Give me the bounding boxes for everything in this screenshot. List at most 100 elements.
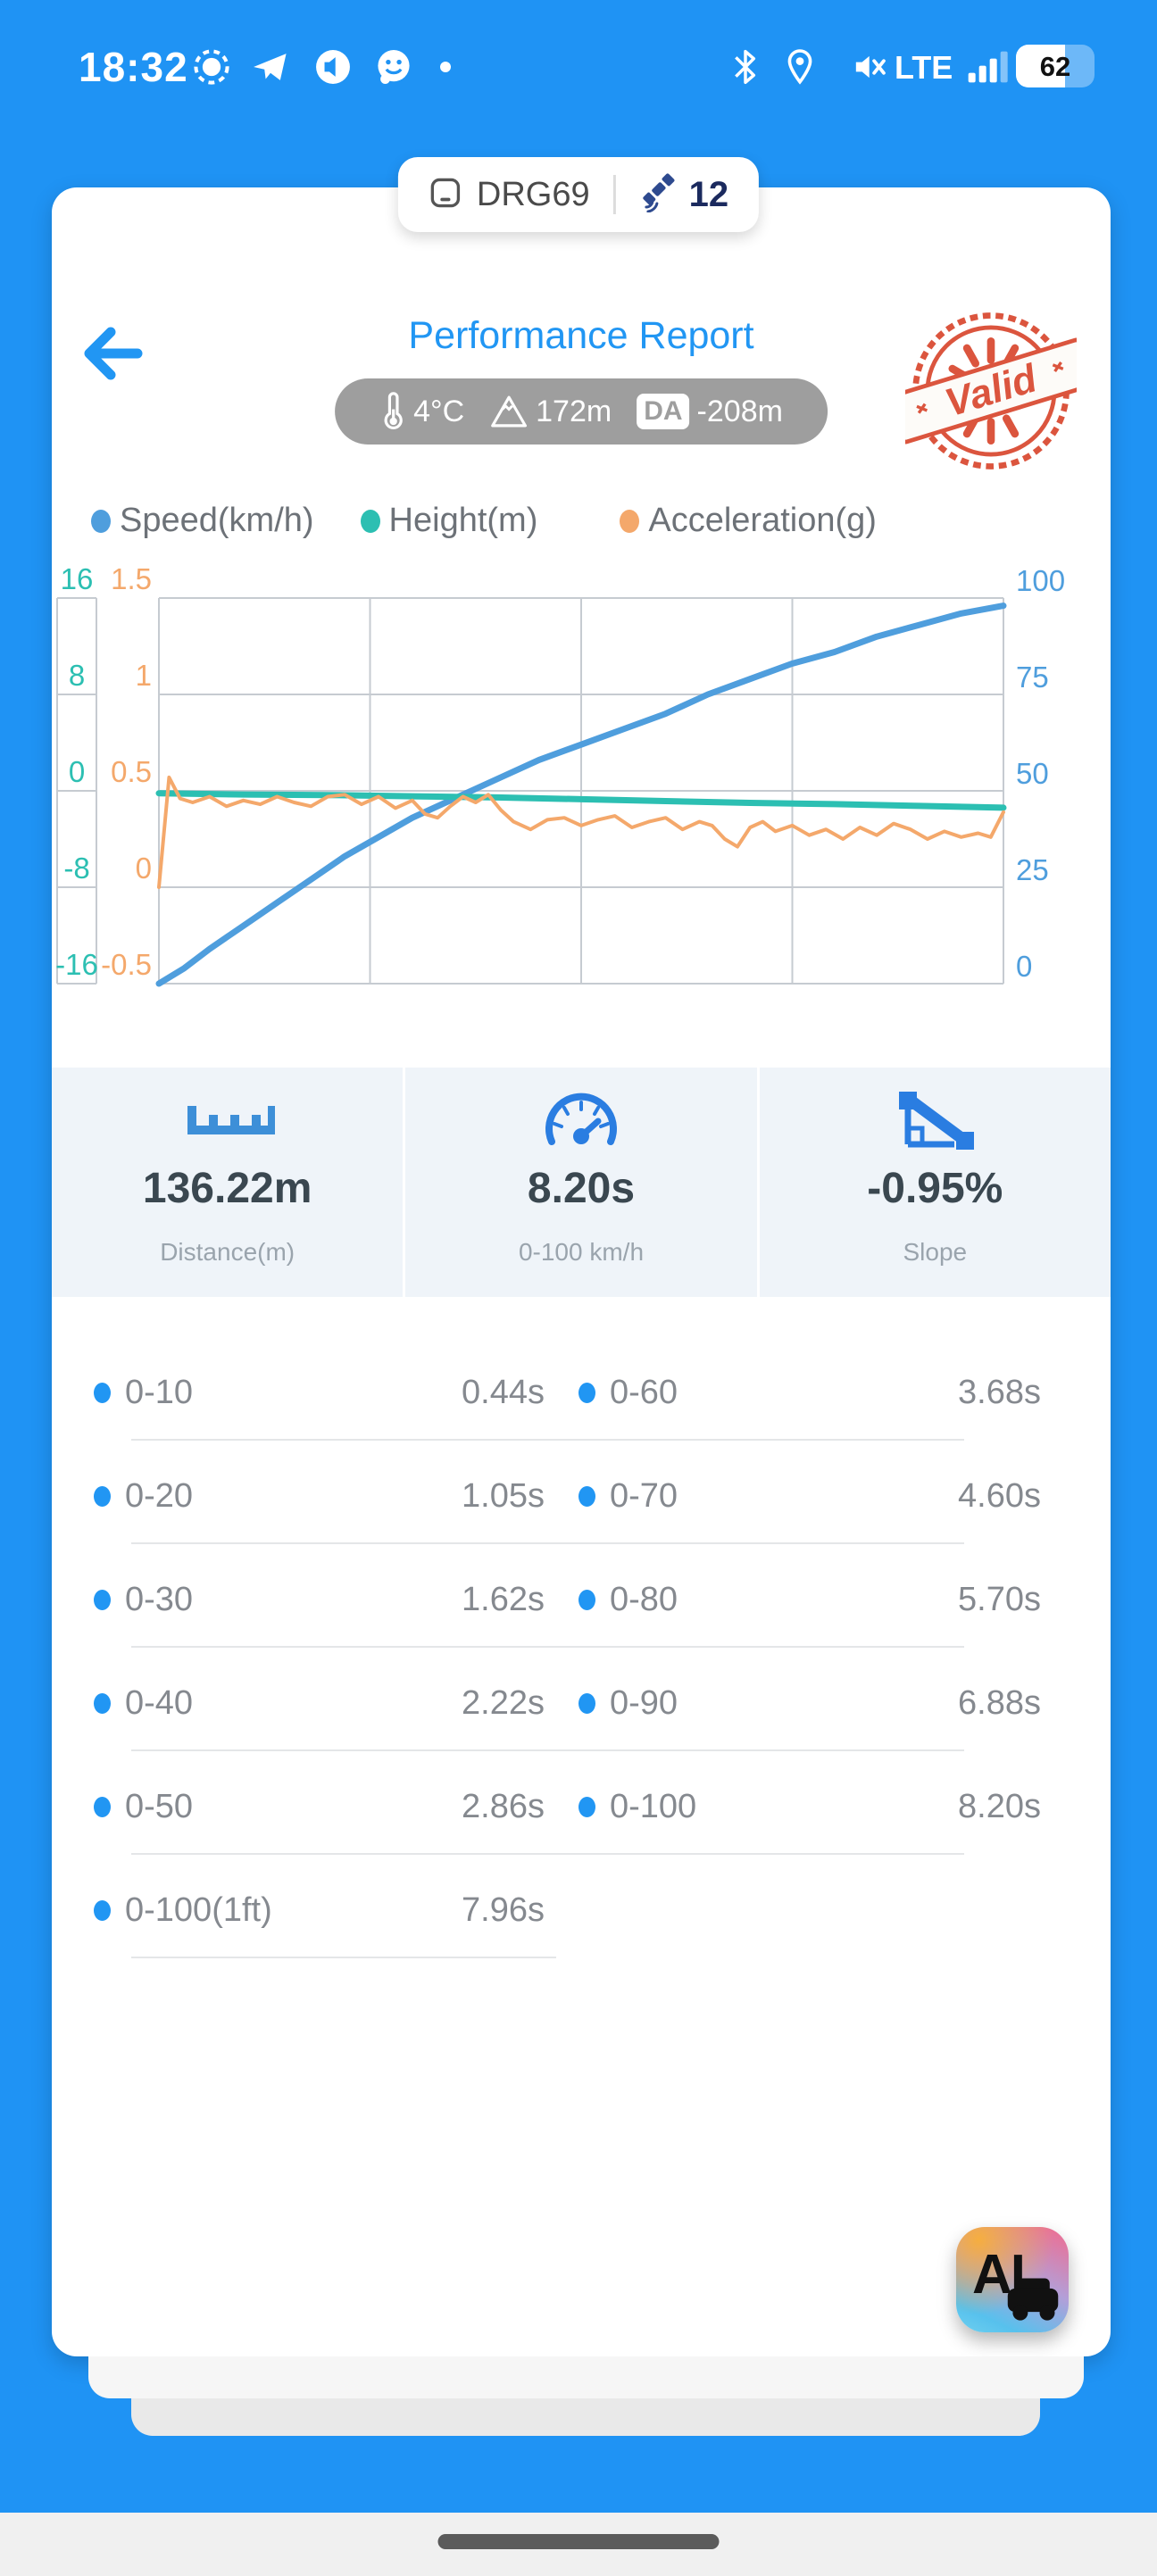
report-card: Performance Report 4°C 172m DA -208m [52, 187, 1111, 2356]
device-name: DRG69 [476, 175, 590, 213]
time-value: 5.70s [958, 1580, 1041, 1618]
system-nav-bar [0, 2513, 1157, 2576]
satellite-icon [639, 172, 678, 217]
speed-range-label: 0-60 [610, 1373, 678, 1411]
row-divider [131, 1749, 964, 1751]
speed-range-label: 0-50 [125, 1787, 194, 1825]
waze-notification-icon [373, 46, 414, 92]
svg-text:100: 100 [1016, 564, 1065, 597]
legend-item-height-m-[interactable]: Height(m) [360, 502, 537, 540]
bullet-dot-icon [578, 1485, 595, 1507]
svg-text:0: 0 [136, 852, 152, 885]
time-cell: 0-20 1.05s [94, 1444, 545, 1548]
table-row: 0-100(1ft) 7.96s [52, 1858, 1111, 1962]
time-cell: 0-70 4.60s [578, 1444, 1041, 1548]
svg-text:25: 25 [1016, 853, 1049, 886]
bluetooth-icon [731, 46, 760, 92]
time-value: 4.60s [958, 1476, 1041, 1515]
table-row: 0-50 2.86s 0-100 8.20s [52, 1755, 1111, 1858]
device-status-pill[interactable]: DRG69 12 [397, 157, 760, 232]
time-value: 8.20s [958, 1787, 1041, 1825]
altitude-value: 172m [536, 394, 612, 428]
thermometer-icon [384, 392, 403, 429]
time-cell: 0-90 6.88s [578, 1651, 1041, 1755]
stat-distance: 136.22m Distance(m) [52, 1068, 403, 1297]
row-divider [131, 1957, 556, 1958]
time-cell: 0-80 5.70s [578, 1548, 1041, 1651]
bullet-dot-icon [578, 1692, 595, 1714]
bullet-dot-icon [94, 1899, 111, 1921]
slope-value: -0.95% [867, 1165, 1003, 1212]
svg-text:75: 75 [1016, 661, 1049, 694]
altitude-group: 172m [489, 394, 612, 429]
legend-dot [91, 509, 111, 533]
bullet-dot-icon [94, 1382, 111, 1403]
legend-item-acceleration-g-[interactable]: Acceleration(g) [620, 502, 877, 540]
battery-indicator: 62 [1016, 45, 1095, 87]
environment-pill: 4°C 172m DA -208m [335, 378, 828, 445]
svg-text:1.5: 1.5 [111, 562, 152, 595]
summary-stats-row: 136.22m Distance(m) 8.20s 0-100 km/h [52, 1068, 1111, 1297]
time-value: 6.88s [958, 1683, 1041, 1722]
legend-item-speed-km-h-[interactable]: Speed(km/h) [91, 502, 314, 540]
speed-range-label: 0-30 [125, 1580, 194, 1618]
svg-text:-0.5: -0.5 [101, 948, 152, 981]
time-value: 3.68s [958, 1373, 1041, 1411]
time-cell: 0-50 2.86s [94, 1755, 545, 1858]
speed-range-label: 0-10 [125, 1373, 194, 1411]
time-cell: 0-100 8.20s [578, 1755, 1041, 1858]
distance-value: 136.22m [142, 1165, 312, 1212]
ruler-icon [180, 1091, 275, 1150]
row-divider [131, 1853, 964, 1855]
time-value: 7.96s [462, 1890, 545, 1929]
svg-text:-16: -16 [55, 948, 98, 981]
valid-stamp: Valid [887, 302, 1095, 480]
svg-text:0: 0 [1016, 950, 1032, 983]
distance-label: Distance(m) [160, 1238, 295, 1266]
time-value: 0.44s [462, 1373, 545, 1411]
speaker-notification-icon [312, 46, 354, 92]
satellite-count: 12 [688, 174, 729, 214]
bullet-dot-icon [578, 1589, 595, 1610]
svg-text:8: 8 [69, 659, 85, 692]
temperature-group: 4°C [379, 392, 464, 431]
time-cell: 0-40 2.22s [94, 1651, 545, 1755]
stat-slope: -0.95% Slope [756, 1068, 1111, 1297]
density-altitude-value: -208m [696, 394, 783, 428]
row-divider [131, 1439, 964, 1441]
bullet-dot-icon [578, 1382, 595, 1403]
speed-range-label: 0-80 [610, 1580, 678, 1618]
mute-icon [846, 46, 887, 92]
mountain-icon [491, 395, 528, 428]
bullet-dot-icon [94, 1692, 111, 1714]
ai-assistant-button[interactable]: AI [956, 2227, 1069, 2332]
stacked-sheet-middle [88, 2356, 1084, 2398]
legend-label: Acceleration(g) [648, 502, 877, 539]
speed-range-label: 0-90 [610, 1683, 678, 1722]
table-row: 0-10 0.44s 0-60 3.68s [52, 1341, 1111, 1444]
time-value: 1.05s [462, 1476, 545, 1515]
accel-time-value: 8.20s [527, 1165, 636, 1212]
temperature-value: 4°C [413, 394, 465, 428]
notification-dot-icon [439, 61, 452, 78]
speed-range-label: 0-100 [610, 1787, 697, 1825]
svg-text:0: 0 [69, 755, 85, 788]
time-value: 2.22s [462, 1683, 545, 1722]
time-cell: 0-60 3.68s [578, 1341, 1041, 1444]
table-row: 0-40 2.22s 0-90 6.88s [52, 1651, 1111, 1755]
location-icon [784, 46, 816, 92]
bullet-dot-icon [578, 1796, 595, 1817]
svg-text:16: 16 [61, 562, 94, 595]
speed-range-label: 0-40 [125, 1683, 194, 1722]
pill-divider [612, 175, 616, 214]
back-button[interactable] [70, 311, 155, 396]
svg-text:50: 50 [1016, 757, 1049, 790]
table-row: 0-30 1.62s 0-80 5.70s [52, 1548, 1111, 1651]
legend-label: Speed(km/h) [120, 502, 314, 539]
gesture-handle[interactable] [437, 2534, 720, 2549]
chart-legend: Speed(km/h) Height(m) Acceleration(g) [91, 502, 1093, 540]
device-icon [429, 176, 462, 214]
slope-icon [892, 1091, 978, 1150]
telegram-notification-icon [250, 46, 291, 92]
performance-chart: 16 8 0 -8 -16 1.5 1 0.5 0 -0.5 100 75 50 25 0 [52, 562, 1111, 1018]
